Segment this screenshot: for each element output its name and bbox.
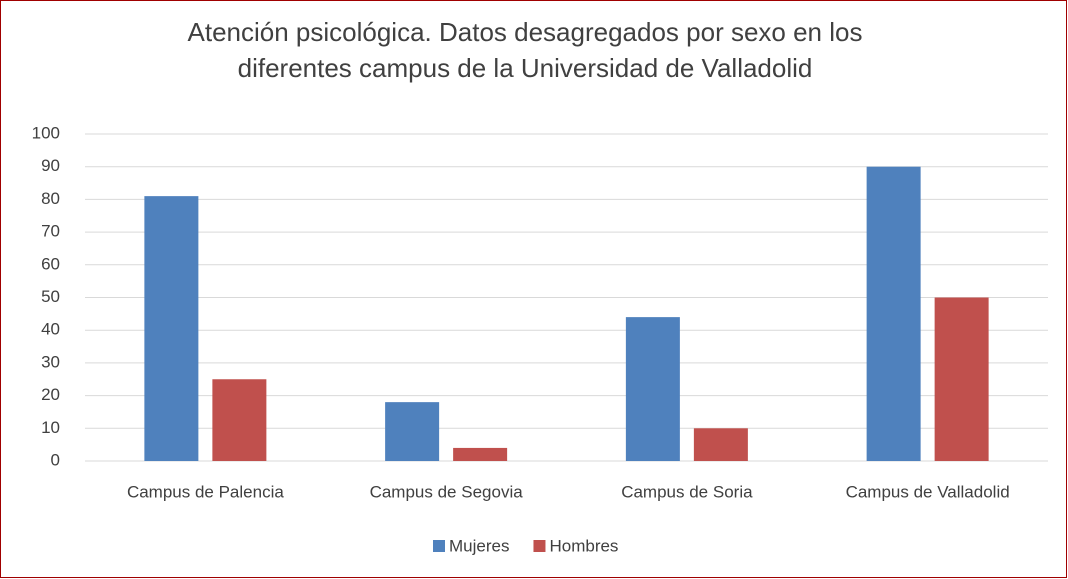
y-tick-label: 90: [41, 156, 60, 175]
x-tick-label: Campus de Segovia: [370, 482, 524, 501]
y-tick-label: 50: [41, 287, 60, 306]
legend-swatch: [433, 540, 445, 552]
legend-swatch: [533, 540, 546, 552]
y-tick-label: 100: [32, 123, 60, 142]
y-tick-label: 20: [41, 385, 60, 404]
bar: [934, 297, 989, 461]
bar: [625, 317, 680, 461]
y-tick-label: 60: [41, 254, 60, 273]
bar: [453, 447, 508, 461]
bar: [693, 428, 748, 461]
y-tick-label: 40: [41, 320, 60, 339]
chart-title: diferentes campus de la Universidad de V…: [238, 53, 813, 83]
x-tick-label: Campus de Valladolid: [846, 482, 1010, 501]
legend-label: Mujeres: [449, 536, 509, 555]
y-tick-label: 70: [41, 222, 60, 241]
y-tick-label: 0: [51, 450, 60, 469]
legend-label: Hombres: [549, 536, 618, 555]
bar: [866, 166, 921, 461]
bar: [212, 379, 267, 461]
x-tick-label: Campus de Soria: [621, 482, 753, 501]
y-tick-label: 80: [41, 189, 60, 208]
y-tick-label: 30: [41, 352, 60, 371]
y-tick-label: 10: [41, 418, 60, 437]
bar: [144, 196, 199, 461]
bar: [385, 402, 440, 461]
chart-title: Atención psicológica. Datos desagregados…: [188, 17, 863, 47]
x-tick-label: Campus de Palencia: [127, 482, 284, 501]
